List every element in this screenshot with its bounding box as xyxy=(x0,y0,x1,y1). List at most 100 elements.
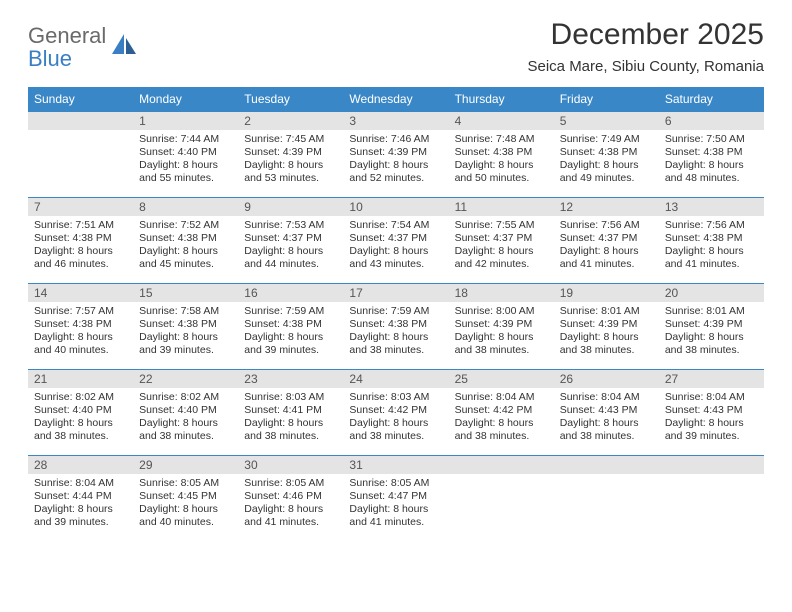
day-details: Sunrise: 7:48 AMSunset: 4:38 PMDaylight:… xyxy=(449,130,554,192)
sunset-line: Sunset: 4:38 PM xyxy=(665,232,758,245)
daylight-line: Daylight: 8 hours and 46 minutes. xyxy=(34,245,127,271)
day-details: Sunrise: 8:04 AMSunset: 4:43 PMDaylight:… xyxy=(659,388,764,450)
weekday-header-row: Sunday Monday Tuesday Wednesday Thursday… xyxy=(28,87,764,112)
sunset-line: Sunset: 4:37 PM xyxy=(560,232,653,245)
day-details: Sunrise: 7:57 AMSunset: 4:38 PMDaylight:… xyxy=(28,302,133,364)
sunset-line: Sunset: 4:37 PM xyxy=(349,232,442,245)
sunrise-line: Sunrise: 8:03 AM xyxy=(244,391,337,404)
day-details: Sunrise: 7:52 AMSunset: 4:38 PMDaylight:… xyxy=(133,216,238,278)
day-number: 16 xyxy=(238,284,343,302)
daylight-line: Daylight: 8 hours and 55 minutes. xyxy=(139,159,232,185)
day-number: 18 xyxy=(449,284,554,302)
daylight-line: Daylight: 8 hours and 38 minutes. xyxy=(665,331,758,357)
sunset-line: Sunset: 4:39 PM xyxy=(349,146,442,159)
sunrise-line: Sunrise: 7:55 AM xyxy=(455,219,548,232)
sunset-line: Sunset: 4:38 PM xyxy=(349,318,442,331)
sunset-line: Sunset: 4:43 PM xyxy=(665,404,758,417)
daylight-line: Daylight: 8 hours and 38 minutes. xyxy=(455,331,548,357)
sunset-line: Sunset: 4:37 PM xyxy=(244,232,337,245)
day-details: Sunrise: 8:05 AMSunset: 4:46 PMDaylight:… xyxy=(238,474,343,536)
calendar-day-cell: 6Sunrise: 7:50 AMSunset: 4:38 PMDaylight… xyxy=(659,112,764,198)
daylight-line: Daylight: 8 hours and 48 minutes. xyxy=(665,159,758,185)
day-number: 23 xyxy=(238,370,343,388)
calendar-day-cell: 19Sunrise: 8:01 AMSunset: 4:39 PMDayligh… xyxy=(554,284,659,370)
daylight-line: Daylight: 8 hours and 44 minutes. xyxy=(244,245,337,271)
sunrise-line: Sunrise: 7:44 AM xyxy=(139,133,232,146)
calendar-day-cell: 24Sunrise: 8:03 AMSunset: 4:42 PMDayligh… xyxy=(343,370,448,456)
day-number: 6 xyxy=(659,112,764,130)
sunrise-line: Sunrise: 7:53 AM xyxy=(244,219,337,232)
daylight-line: Daylight: 8 hours and 43 minutes. xyxy=(349,245,442,271)
calendar-day-cell: 30Sunrise: 8:05 AMSunset: 4:46 PMDayligh… xyxy=(238,456,343,542)
weekday-header: Wednesday xyxy=(343,87,448,112)
sunrise-line: Sunrise: 7:49 AM xyxy=(560,133,653,146)
day-number: 2 xyxy=(238,112,343,130)
sunset-line: Sunset: 4:43 PM xyxy=(560,404,653,417)
calendar-day-cell: 20Sunrise: 8:01 AMSunset: 4:39 PMDayligh… xyxy=(659,284,764,370)
daylight-line: Daylight: 8 hours and 40 minutes. xyxy=(34,331,127,357)
day-number: 15 xyxy=(133,284,238,302)
sunset-line: Sunset: 4:40 PM xyxy=(34,404,127,417)
calendar-day-cell: 5Sunrise: 7:49 AMSunset: 4:38 PMDaylight… xyxy=(554,112,659,198)
calendar-day-cell: 11Sunrise: 7:55 AMSunset: 4:37 PMDayligh… xyxy=(449,198,554,284)
daylight-line: Daylight: 8 hours and 39 minutes. xyxy=(665,417,758,443)
sunrise-line: Sunrise: 8:05 AM xyxy=(139,477,232,490)
sunset-line: Sunset: 4:38 PM xyxy=(34,318,127,331)
day-details: Sunrise: 8:04 AMSunset: 4:42 PMDaylight:… xyxy=(449,388,554,450)
day-number: 31 xyxy=(343,456,448,474)
sunrise-line: Sunrise: 8:04 AM xyxy=(560,391,653,404)
day-details: Sunrise: 7:44 AMSunset: 4:40 PMDaylight:… xyxy=(133,130,238,192)
calendar-day-cell: 16Sunrise: 7:59 AMSunset: 4:38 PMDayligh… xyxy=(238,284,343,370)
daylight-line: Daylight: 8 hours and 49 minutes. xyxy=(560,159,653,185)
daylight-line: Daylight: 8 hours and 41 minutes. xyxy=(560,245,653,271)
sunrise-line: Sunrise: 8:04 AM xyxy=(455,391,548,404)
calendar-day-cell xyxy=(554,456,659,542)
daylight-line: Daylight: 8 hours and 38 minutes. xyxy=(455,417,548,443)
logo-text: General Blue xyxy=(28,24,106,70)
calendar-day-cell: 3Sunrise: 7:46 AMSunset: 4:39 PMDaylight… xyxy=(343,112,448,198)
day-details: Sunrise: 7:46 AMSunset: 4:39 PMDaylight:… xyxy=(343,130,448,192)
daylight-line: Daylight: 8 hours and 41 minutes. xyxy=(244,503,337,529)
sunrise-line: Sunrise: 8:05 AM xyxy=(244,477,337,490)
sunrise-line: Sunrise: 8:02 AM xyxy=(34,391,127,404)
weekday-header: Friday xyxy=(554,87,659,112)
day-number xyxy=(554,456,659,474)
day-number: 19 xyxy=(554,284,659,302)
day-number: 3 xyxy=(343,112,448,130)
day-details: Sunrise: 8:04 AMSunset: 4:44 PMDaylight:… xyxy=(28,474,133,536)
day-details: Sunrise: 8:02 AMSunset: 4:40 PMDaylight:… xyxy=(133,388,238,450)
day-number: 27 xyxy=(659,370,764,388)
day-number: 17 xyxy=(343,284,448,302)
day-details: Sunrise: 7:50 AMSunset: 4:38 PMDaylight:… xyxy=(659,130,764,192)
weekday-header: Thursday xyxy=(449,87,554,112)
daylight-line: Daylight: 8 hours and 50 minutes. xyxy=(455,159,548,185)
day-number: 29 xyxy=(133,456,238,474)
sunrise-line: Sunrise: 7:57 AM xyxy=(34,305,127,318)
calendar-day-cell: 1Sunrise: 7:44 AMSunset: 4:40 PMDaylight… xyxy=(133,112,238,198)
calendar-day-cell: 8Sunrise: 7:52 AMSunset: 4:38 PMDaylight… xyxy=(133,198,238,284)
page-title: December 2025 xyxy=(528,18,765,52)
sunrise-line: Sunrise: 8:02 AM xyxy=(139,391,232,404)
daylight-line: Daylight: 8 hours and 38 minutes. xyxy=(349,331,442,357)
day-details: Sunrise: 8:01 AMSunset: 4:39 PMDaylight:… xyxy=(659,302,764,364)
day-details: Sunrise: 7:45 AMSunset: 4:39 PMDaylight:… xyxy=(238,130,343,192)
daylight-line: Daylight: 8 hours and 41 minutes. xyxy=(665,245,758,271)
calendar-week-row: 28Sunrise: 8:04 AMSunset: 4:44 PMDayligh… xyxy=(28,456,764,542)
weekday-header: Tuesday xyxy=(238,87,343,112)
daylight-line: Daylight: 8 hours and 38 minutes. xyxy=(139,417,232,443)
day-details: Sunrise: 8:02 AMSunset: 4:40 PMDaylight:… xyxy=(28,388,133,450)
sunrise-line: Sunrise: 7:45 AM xyxy=(244,133,337,146)
weekday-header: Sunday xyxy=(28,87,133,112)
header: General Blue December 2025 Seica Mare, S… xyxy=(28,18,764,83)
calendar-day-cell: 21Sunrise: 8:02 AMSunset: 4:40 PMDayligh… xyxy=(28,370,133,456)
day-number: 30 xyxy=(238,456,343,474)
sunset-line: Sunset: 4:45 PM xyxy=(139,490,232,503)
daylight-line: Daylight: 8 hours and 45 minutes. xyxy=(139,245,232,271)
sunrise-line: Sunrise: 7:51 AM xyxy=(34,219,127,232)
logo-word1: General xyxy=(28,23,106,48)
sunset-line: Sunset: 4:39 PM xyxy=(665,318,758,331)
day-number: 12 xyxy=(554,198,659,216)
calendar-day-cell: 27Sunrise: 8:04 AMSunset: 4:43 PMDayligh… xyxy=(659,370,764,456)
calendar-week-row: 21Sunrise: 8:02 AMSunset: 4:40 PMDayligh… xyxy=(28,370,764,456)
day-number xyxy=(28,112,133,130)
